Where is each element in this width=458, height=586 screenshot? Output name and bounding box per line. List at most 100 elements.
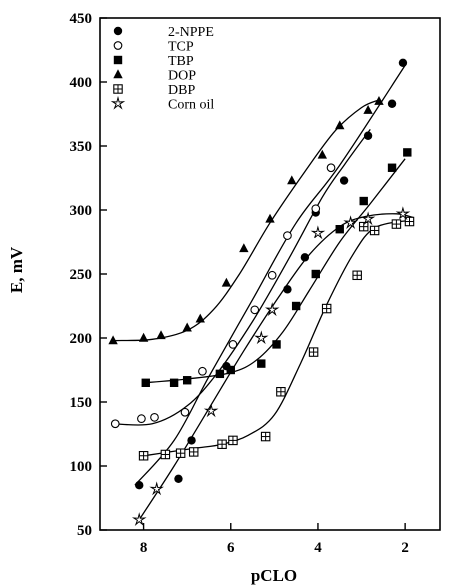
x-tick-label: 6 <box>227 540 235 556</box>
data-point <box>317 149 328 159</box>
fit-curve <box>134 65 406 486</box>
fit-curve <box>143 219 410 457</box>
data-point <box>217 439 227 449</box>
legend-label: TCP <box>168 40 194 55</box>
fit-curve <box>138 213 414 521</box>
y-tick-label: 100 <box>70 459 93 475</box>
data-point <box>369 225 380 236</box>
data-point <box>188 447 199 457</box>
legend-label: Corn oil <box>168 98 214 113</box>
y-tick-label: 450 <box>70 11 93 27</box>
data-point <box>221 277 232 287</box>
data-point <box>138 451 149 461</box>
data-point <box>387 99 397 108</box>
data-point <box>149 481 164 496</box>
data-point <box>198 366 207 376</box>
legend-marker <box>113 41 123 50</box>
y-axis-label: E, mV <box>7 246 26 293</box>
y-tick-label: 300 <box>70 203 93 219</box>
data-point <box>359 196 368 206</box>
legend-label: DOP <box>168 69 196 84</box>
data-point <box>403 148 412 157</box>
data-point <box>395 206 411 221</box>
data-point <box>404 216 415 227</box>
data-point <box>138 332 149 342</box>
data-point <box>311 269 320 279</box>
data-point <box>335 120 345 130</box>
x-tick-label: 4 <box>314 540 322 556</box>
data-point <box>260 431 271 442</box>
y-tick-label: 200 <box>70 331 93 347</box>
data-point <box>276 387 286 397</box>
data-point <box>254 330 269 345</box>
y-tick-label: 50 <box>77 523 92 539</box>
y-tick-label: 350 <box>70 139 93 155</box>
data-point <box>363 104 373 114</box>
x-axis-label: pCLO <box>251 566 297 585</box>
data-point <box>215 369 225 379</box>
data-point <box>203 403 219 418</box>
data-point <box>187 436 196 445</box>
y-tick-label: 150 <box>70 395 93 411</box>
data-point <box>335 225 344 234</box>
data-point <box>250 305 260 315</box>
legend-label: 2-NPPE <box>168 25 214 40</box>
data-point <box>272 340 281 349</box>
data-point <box>321 303 332 314</box>
data-point <box>108 335 118 345</box>
legend-label: TBP <box>168 54 194 69</box>
data-point <box>135 481 144 490</box>
data-point <box>169 378 179 387</box>
data-point <box>310 225 326 240</box>
legend-marker <box>110 95 126 110</box>
data-point <box>137 414 146 423</box>
legend-marker <box>113 69 123 79</box>
data-point <box>131 512 147 527</box>
data-point <box>300 253 310 262</box>
data-point <box>387 163 397 172</box>
data-point <box>391 219 402 229</box>
data-point <box>311 204 321 214</box>
data-point <box>110 419 120 429</box>
legend-label: DBP <box>168 83 195 98</box>
data-point <box>283 231 292 240</box>
data-point <box>239 243 249 253</box>
data-point <box>374 96 384 105</box>
data-point <box>228 340 238 349</box>
data-point <box>195 313 205 323</box>
data-point <box>141 378 150 387</box>
legend-marker <box>113 84 123 94</box>
data-point <box>308 347 319 357</box>
legend-marker <box>113 55 123 65</box>
data-point <box>265 213 275 223</box>
data-point <box>180 407 190 417</box>
data-point <box>339 176 349 185</box>
data-point <box>257 359 266 368</box>
data-point <box>175 448 186 458</box>
data-point <box>398 58 408 67</box>
data-point <box>174 474 183 483</box>
data-point <box>358 221 369 232</box>
fit-curve <box>143 158 406 384</box>
fit-curve <box>113 99 380 342</box>
data-point <box>150 413 159 422</box>
data-point <box>326 163 336 173</box>
legend-marker <box>113 26 123 36</box>
x-tick-label: 8 <box>140 540 148 556</box>
data-point <box>360 211 376 226</box>
data-point <box>228 435 238 446</box>
fit-curve <box>113 129 371 426</box>
data-point <box>283 285 292 294</box>
data-point <box>160 449 171 460</box>
data-point <box>182 376 192 385</box>
y-tick-label: 400 <box>70 75 93 91</box>
data-point <box>182 322 192 332</box>
data-point <box>267 270 277 280</box>
data-point <box>226 365 235 375</box>
y-tick-label: 250 <box>70 267 93 283</box>
x-tick-label: 2 <box>401 540 409 556</box>
data-point <box>343 215 358 229</box>
data-point <box>291 301 301 311</box>
data-point <box>264 302 280 317</box>
